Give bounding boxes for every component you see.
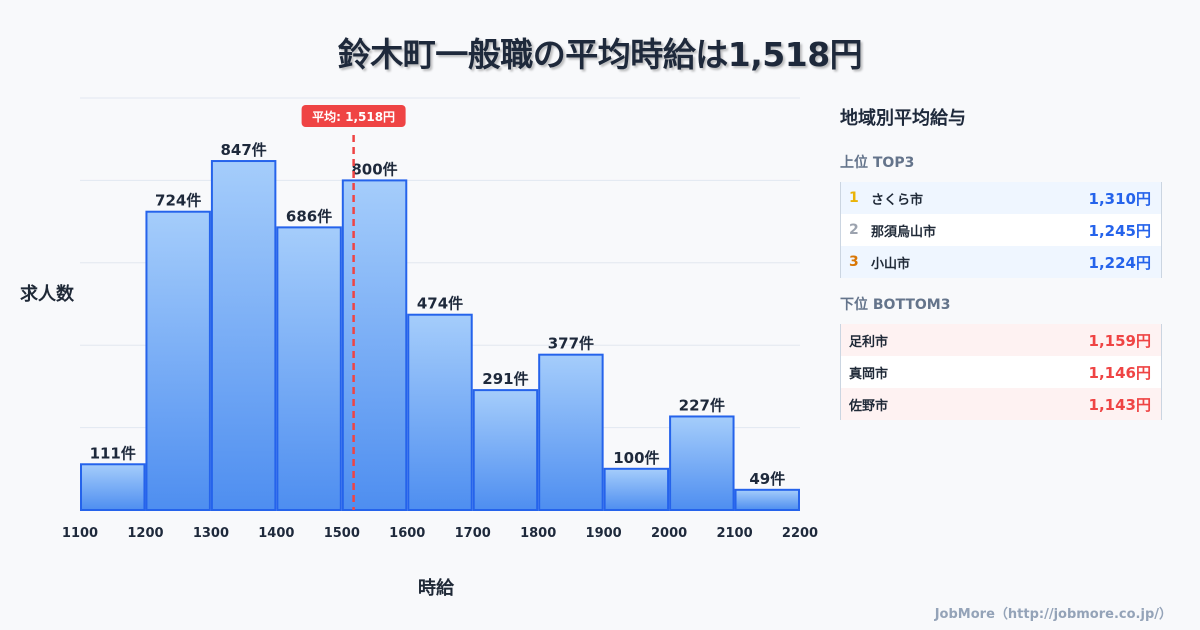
histogram-bar bbox=[472, 389, 539, 511]
city-name: さくら市 bbox=[871, 192, 924, 208]
bar-value-label: 100件 bbox=[613, 449, 659, 467]
bar-value-label: 377件 bbox=[548, 335, 594, 353]
bottom3-row: 真岡市 1,146円 bbox=[841, 356, 1161, 388]
bottom3-row: 佐野市 1,143円 bbox=[841, 388, 1161, 420]
top3-row: 2 那須烏山市 1,245円 bbox=[841, 214, 1161, 246]
city-name: 足利市 bbox=[849, 334, 889, 350]
rank: 3 bbox=[849, 254, 859, 270]
city-value: 1,143円 bbox=[1088, 395, 1151, 414]
x-tick-label: 2000 bbox=[651, 526, 687, 541]
average-label: 平均: 1,518円 bbox=[312, 109, 395, 124]
x-tick-label: 1400 bbox=[258, 526, 294, 541]
rank: 1 bbox=[849, 190, 859, 206]
bar-value-label: 724件 bbox=[155, 192, 201, 210]
x-tick-label: 1800 bbox=[520, 526, 556, 541]
city-value: 1,146円 bbox=[1088, 363, 1151, 382]
x-tick-label: 1100 bbox=[62, 526, 98, 541]
city-name: 小山市 bbox=[871, 256, 911, 272]
city-value: 1,159円 bbox=[1088, 331, 1151, 350]
x-tick-label: 1900 bbox=[586, 526, 622, 541]
histogram-bar bbox=[603, 467, 670, 511]
city-name: 那須烏山市 bbox=[871, 224, 937, 240]
city-name: 真岡市 bbox=[849, 366, 889, 382]
average-badge bbox=[301, 105, 406, 127]
top3-row: 3 小山市 1,224円 bbox=[841, 246, 1161, 278]
histogram-bar bbox=[276, 226, 342, 511]
bottom3-table: 足利市 1,159円 真岡市 1,146円 佐野市 1,143円 bbox=[840, 324, 1162, 420]
top3-row: 1 さくら市 1,310円 bbox=[841, 182, 1161, 214]
x-axis-label: 時給 bbox=[418, 578, 454, 599]
bar-value-label: 847件 bbox=[220, 141, 266, 159]
bar-value-label: 111件 bbox=[90, 444, 136, 462]
bar-value-label: 474件 bbox=[417, 295, 463, 313]
bottom3-heading: 下位 BOTTOM3 bbox=[840, 297, 951, 313]
histogram-bar bbox=[341, 179, 408, 511]
top3-table: 1 さくら市 1,310円 2 那須烏山市 1,245円 3 小山市 1,224… bbox=[840, 182, 1162, 278]
bottom3-row: 足利市 1,159円 bbox=[841, 324, 1161, 356]
city-name: 佐野市 bbox=[849, 398, 889, 414]
top3-heading: 上位 TOP3 bbox=[840, 155, 915, 171]
x-tick-label: 1500 bbox=[324, 526, 360, 541]
bar-value-label: 227件 bbox=[679, 396, 725, 414]
histogram-bar bbox=[145, 210, 211, 511]
histogram-bar bbox=[80, 463, 146, 512]
histogram-bar bbox=[407, 313, 473, 511]
panel-title: 地域別平均給与 bbox=[840, 108, 966, 129]
rank: 2 bbox=[849, 222, 859, 238]
x-tick-label: 1200 bbox=[127, 526, 163, 541]
bar-value-label: 291件 bbox=[482, 370, 528, 388]
histogram-chart: 111件 724件 847件 686件 800件 474件 291件 377件 100件 227件… bbox=[62, 97, 818, 541]
x-tick-label: 1300 bbox=[193, 526, 229, 541]
city-value: 1,245円 bbox=[1088, 221, 1151, 240]
city-value: 1,224円 bbox=[1088, 253, 1151, 272]
x-tick-label: 2200 bbox=[782, 526, 818, 541]
histogram-bar bbox=[538, 353, 604, 511]
x-tick-label: 2100 bbox=[716, 526, 752, 541]
histogram-bar bbox=[210, 160, 277, 511]
chart-title: 鈴木町一般職の平均時給は1,518円 bbox=[337, 35, 863, 74]
histogram-bar bbox=[734, 488, 801, 512]
histogram-bar bbox=[669, 415, 735, 512]
bar-value-label: 686件 bbox=[286, 207, 332, 225]
y-axis-label: 求人数 bbox=[20, 284, 74, 305]
city-value: 1,310円 bbox=[1088, 189, 1151, 208]
x-tick-label: 1600 bbox=[389, 526, 425, 541]
x-tick-label: 1700 bbox=[455, 526, 491, 541]
bar-value-label: 800件 bbox=[351, 160, 397, 178]
bar-value-label: 49件 bbox=[749, 470, 785, 488]
footer-credit: JobMore（http://jobmore.co.jp/） bbox=[934, 607, 1172, 622]
regional-salary-panel: 地域別平均給与 上位 TOP3 1 さくら市 1,310円 2 那須烏山市 1,… bbox=[840, 104, 1162, 436]
